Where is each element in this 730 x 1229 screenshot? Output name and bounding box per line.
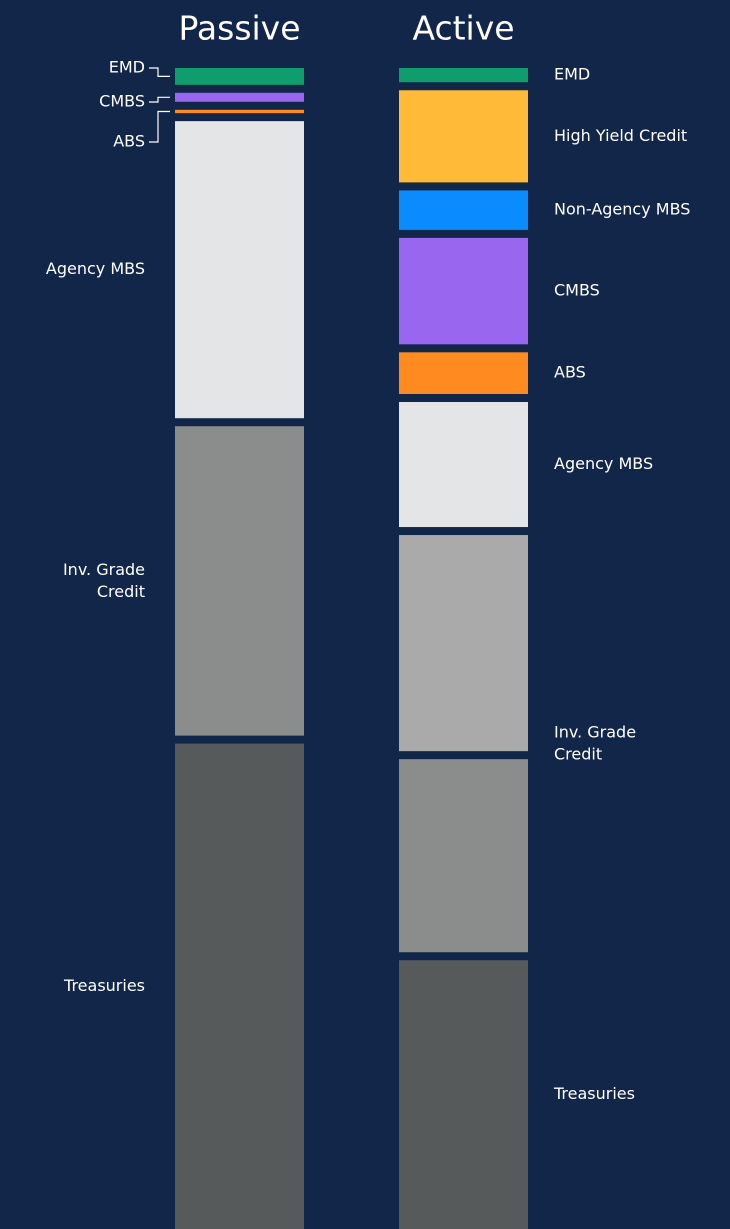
segment: [399, 90, 528, 183]
segment-label: Treasuries: [63, 976, 145, 995]
segment-label: ABS: [113, 132, 145, 151]
connector: [149, 110, 170, 143]
segment-label: ABS: [554, 363, 586, 382]
connector: [149, 67, 170, 78]
segment: [399, 401, 528, 528]
segment: [175, 109, 304, 114]
segment-label: Inv. Grade Credit: [554, 722, 636, 763]
column-title: Active: [412, 9, 514, 48]
segment: [175, 426, 304, 736]
segment-label: Treasuries: [553, 1084, 635, 1103]
segment: [399, 190, 528, 230]
segment: [175, 92, 304, 102]
segment-label: EMD: [554, 65, 590, 84]
segment-label: Agency MBS: [46, 259, 145, 278]
connector: [149, 96, 170, 103]
segment: [175, 121, 304, 419]
segment: [399, 535, 528, 752]
segment-label: High Yield Credit: [554, 126, 687, 145]
segment-label: Non-Agency MBS: [554, 200, 690, 219]
segment-label: Inv. Grade Credit: [63, 559, 145, 600]
segment-label: Agency MBS: [554, 454, 653, 473]
segment: [399, 352, 528, 394]
segment-label: CMBS: [99, 92, 145, 111]
segment: [399, 68, 528, 83]
segment: [399, 237, 528, 345]
segment: [399, 759, 528, 953]
segment: [175, 743, 304, 1229]
segment-label: CMBS: [554, 281, 600, 300]
column-title: Passive: [178, 9, 300, 48]
segment-label: EMD: [109, 58, 145, 77]
segment: [399, 960, 528, 1229]
segment: [175, 68, 304, 85]
